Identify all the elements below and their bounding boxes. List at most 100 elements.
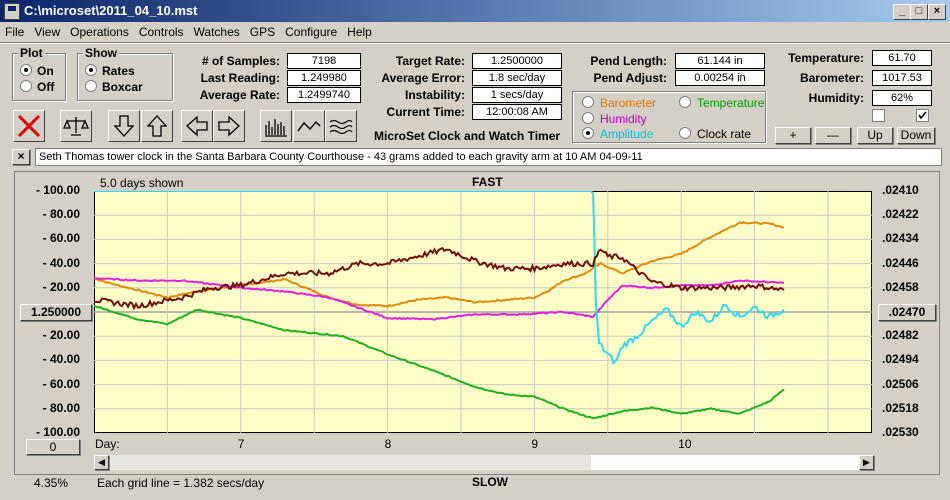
wave-graph-button[interactable] [325,110,357,142]
grid-line-note: Each grid line = 1.382 secs/day [97,476,265,490]
increase-button[interactable]: + [775,127,811,144]
x-tick-label: 7 [237,437,245,451]
show-rates-radio[interactable]: Rates [85,64,135,78]
average-error-label: Average Error: [381,71,465,85]
clear-button[interactable] [13,110,45,142]
series-line-temperature [94,304,785,420]
y-tick-right: .02494 [882,352,919,367]
scroll-left-button[interactable] [181,110,213,142]
y-tick-left: - 100.00 [35,183,80,197]
samples-label: # of Samples: [201,54,280,68]
last-reading-value: 1.249980 [287,70,361,86]
plot-on-radio[interactable]: On [20,64,54,78]
scrollbar-thumb[interactable] [591,455,861,470]
param-clockrate-radio[interactable]: Clock rate [679,127,751,141]
option-checkbox-2[interactable] [916,109,929,122]
arrow-right-icon [218,115,240,137]
line-graph-button[interactable] [293,110,325,142]
y-tick-right: .02446 [882,255,919,270]
line-chart-icon [297,120,321,132]
y-tick-left: - 40.00 [42,352,80,367]
horizontal-scrollbar[interactable]: ◀ ▶ [94,455,874,470]
menu-operations[interactable]: Operations [70,25,129,39]
window-title: C:\microset\2011_04_10.mst [24,3,198,18]
red-x-icon [17,114,41,138]
y-tick-left: - 80.00 [42,400,80,415]
average-rate-value: 1.2499740 [287,87,361,103]
humidity-value: 62% [872,90,932,106]
param-humidity-radio[interactable]: Humidity [582,112,647,126]
menu-view[interactable]: View [34,25,61,39]
last-reading-label: Last Reading: [200,71,280,85]
note-field[interactable]: Seth Thomas tower clock in the Santa Bar… [35,148,942,166]
center-value-button[interactable]: 1.250000 [20,304,92,321]
x-axis-label: Day: [95,437,120,451]
minimize-button[interactable]: _ [893,4,911,20]
y-tick-left: - 40.00 [42,255,80,270]
arrow-up-icon [146,115,168,137]
zoom-percent: 4.35% [34,476,69,490]
bar-graph-button[interactable] [260,110,292,142]
param-temperature-radio[interactable]: Temperature [679,96,764,110]
plot-off-radio[interactable]: Off [20,80,54,94]
move-down-button[interactable] [108,110,140,142]
pend-adjust-label: Pend Adjust: [593,71,667,85]
pend-adjust-value: 0.00254 in [675,70,765,86]
up-button[interactable]: Up [857,127,893,144]
current-time-label: Current Time: [386,105,465,119]
app-icon [4,3,20,20]
y-tick-right: .02458 [882,279,919,294]
barometer-label: Barometer: [799,71,864,85]
menu-controls[interactable]: Controls [138,25,184,39]
x-tick-label: 8 [384,437,392,451]
y-tick-right: .02422 [882,207,919,222]
parameter-selector [572,91,766,143]
humidity-label: Humidity: [808,91,864,105]
chart-title-fast: FAST [472,175,503,189]
show-boxcar-radio[interactable]: Boxcar [85,80,143,94]
menu-file[interactable]: File [5,25,25,39]
y-tick-left: - 20.00 [42,279,80,294]
target-rate-label: Target Rate: [395,54,465,68]
scroll-right-arrow[interactable]: ▶ [859,455,874,470]
option-checkbox-1[interactable] [872,109,885,122]
maximize-button[interactable]: □ [910,4,928,20]
temperature-label: Temperature: [788,51,864,65]
pend-length-value: 61.144 in [675,53,765,69]
barometer-value: 1017.53 [872,70,932,86]
close-button[interactable]: × [928,4,946,20]
decrease-button[interactable]: — [815,127,851,144]
right-center-value-button[interactable]: .02470 [878,304,936,321]
arrow-down-icon [113,115,135,137]
note-close-button[interactable]: × [12,149,30,165]
days-shown-label: 5.0 days shown [100,176,184,190]
scroll-right-button[interactable] [213,110,245,142]
target-rate-value: 1.2500000 [472,53,562,69]
param-amplitude-radio[interactable]: Amplitude [582,127,653,141]
balance-button[interactable] [60,110,92,142]
zero-button[interactable]: 0 [26,439,80,455]
chart-plot-area[interactable] [94,191,872,433]
y-tick-left: - 80.00 [42,207,80,222]
balance-scale-icon [63,117,89,136]
pend-length-label: Pend Length: [590,54,667,68]
menu-gps[interactable]: GPS [249,25,276,39]
current-time-value: 12:00:08 AM [472,104,562,120]
scroll-left-arrow[interactable]: ◀ [94,455,109,470]
menu-watches[interactable]: Watches [193,25,240,39]
window-titlebar: C:\microset\2011_04_10.mst _ □ × [0,0,950,22]
y-tick-right: .02506 [882,376,919,391]
samples-value: 7198 [287,53,361,69]
y-tick-left: - 20.00 [42,328,80,343]
series-line-amplitude [94,191,785,366]
menu-configure[interactable]: Configure [285,25,338,39]
move-up-button[interactable] [141,110,173,142]
x-tick-label: 10 [678,437,692,451]
average-rate-label: Average Rate: [199,88,280,102]
down-button[interactable]: Down [897,127,935,144]
show-group-label: Show [83,46,119,60]
param-barometer-radio[interactable]: Barometer [582,96,656,110]
menu-help[interactable]: Help [347,25,372,39]
checkmark-icon [918,111,927,120]
y-tick-right: .02518 [882,400,919,415]
